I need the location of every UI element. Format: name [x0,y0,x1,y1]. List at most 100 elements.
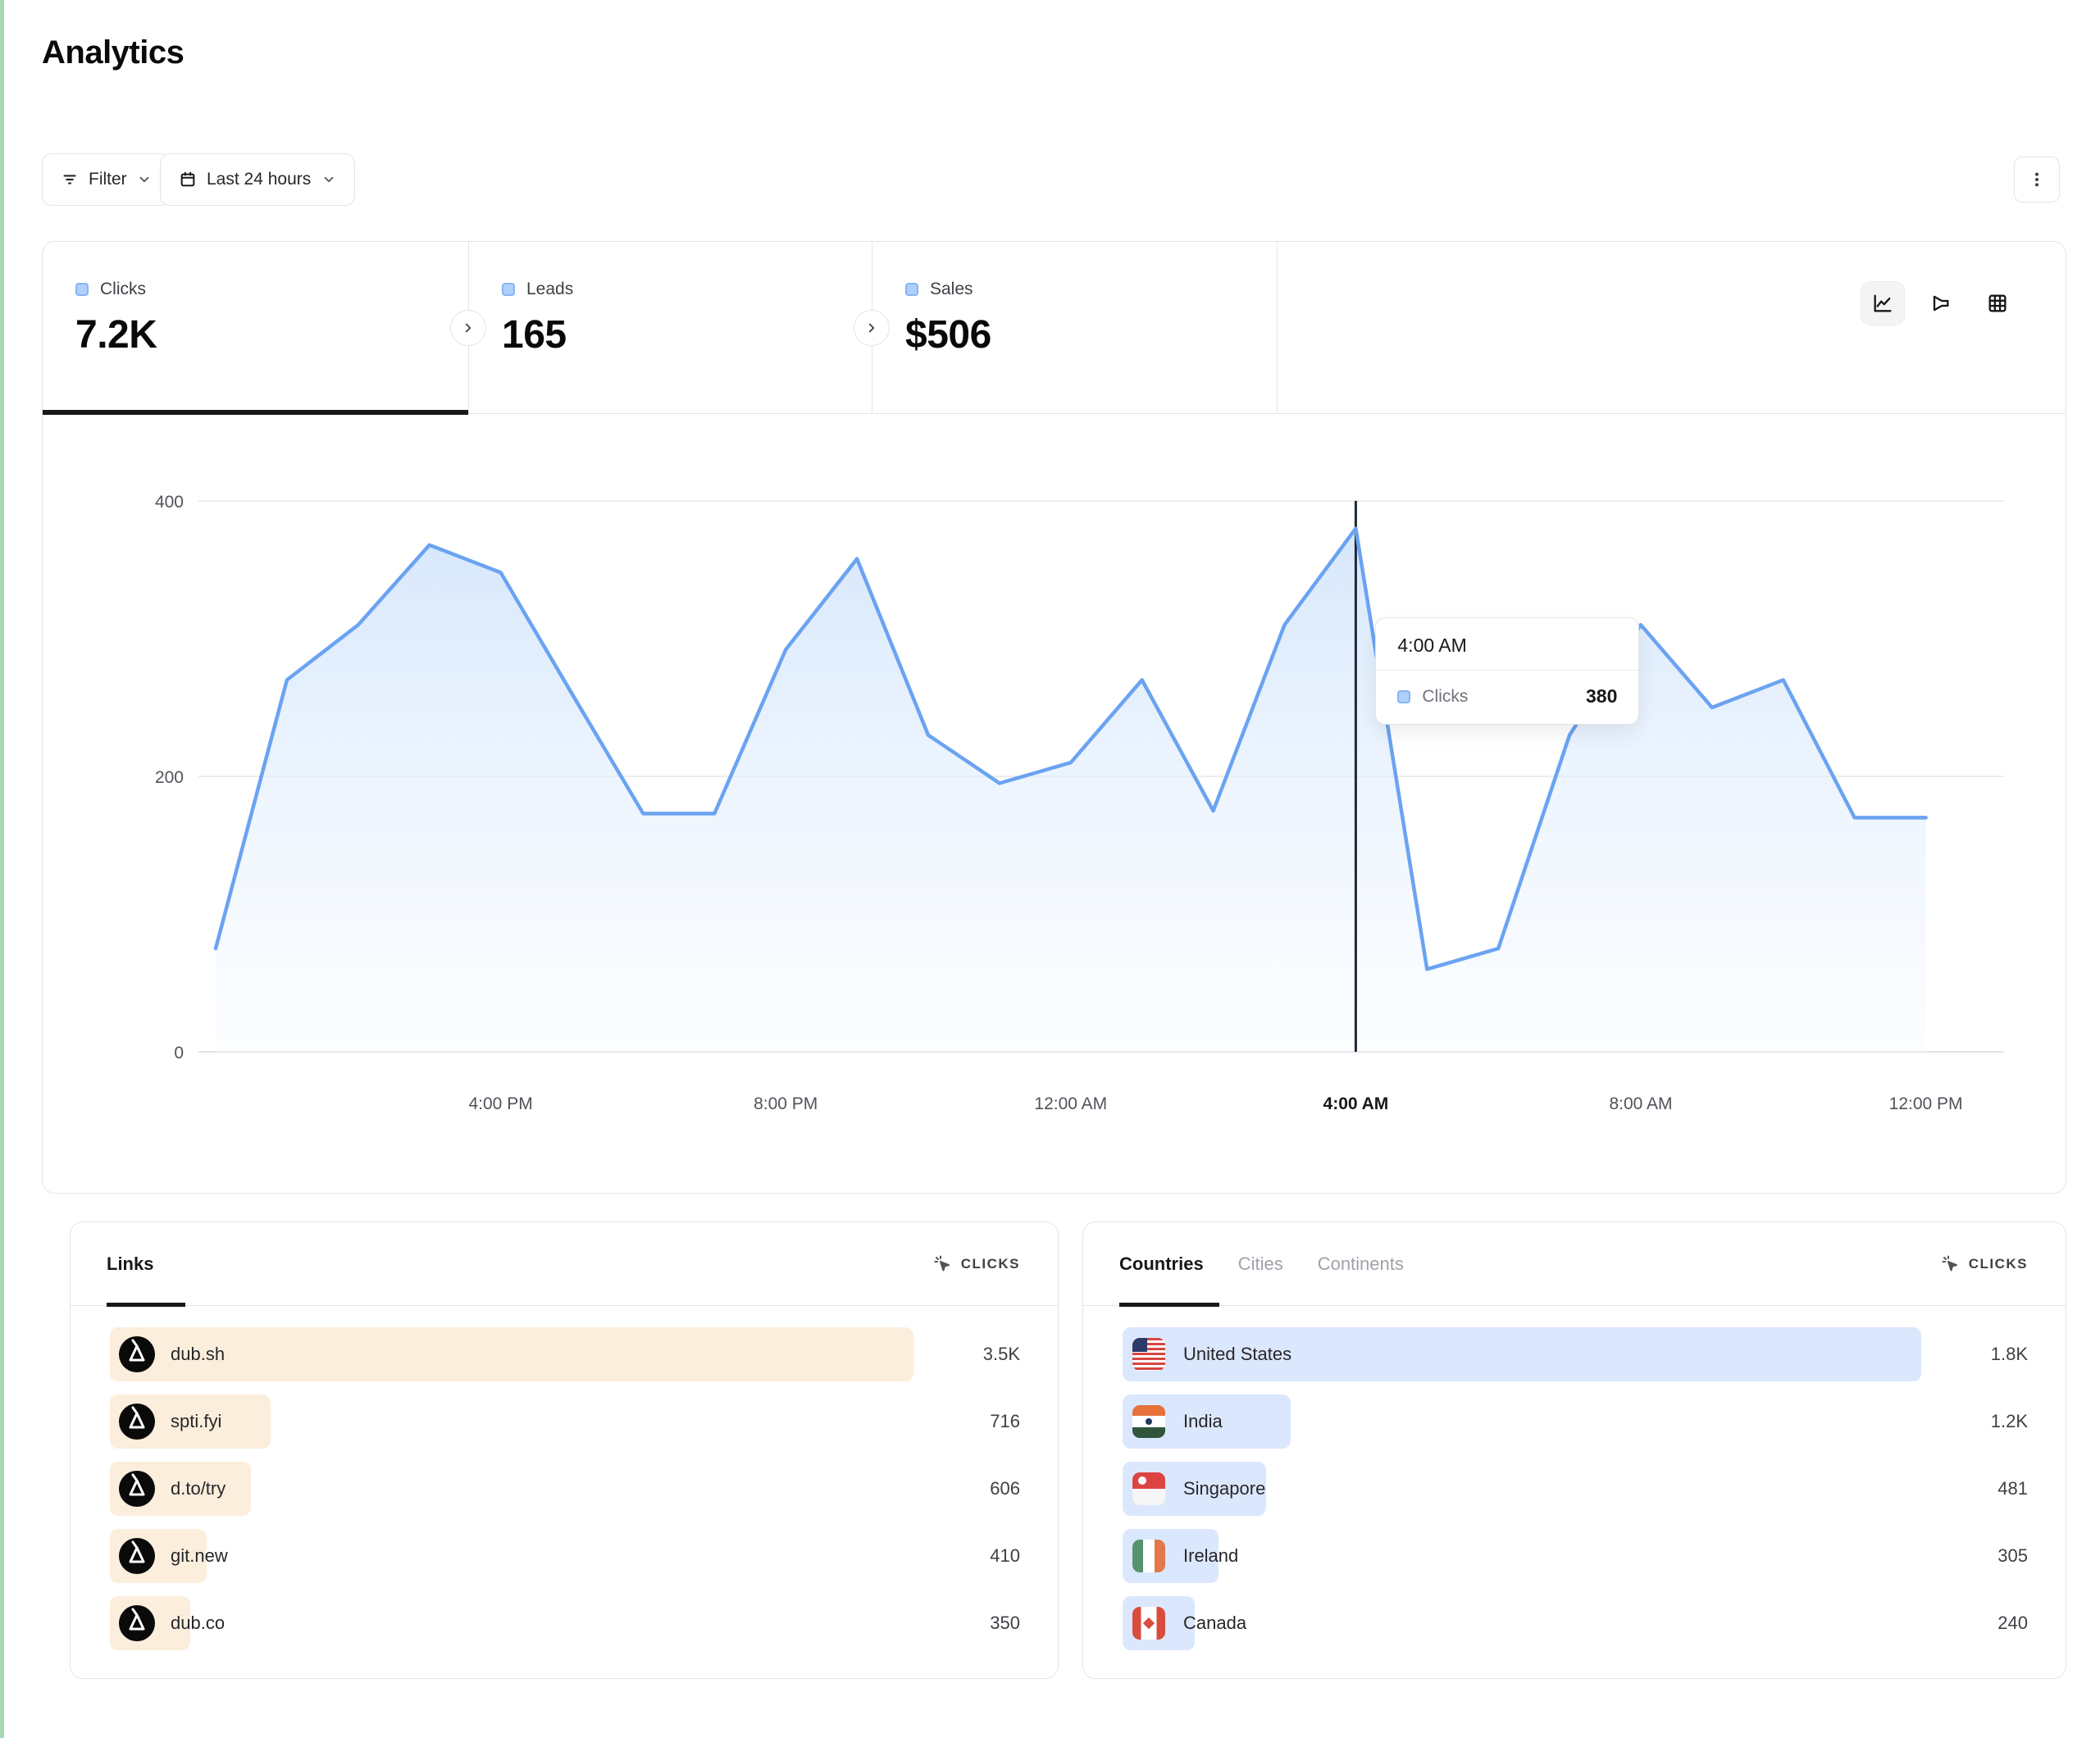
clicks-line [213,526,1928,971]
x-axis-label: 12:00 AM [1034,1094,1107,1113]
x-axis-label: 8:00 PM [754,1094,818,1113]
dub-logo-icon [119,1404,155,1440]
list-item[interactable]: git.new 410 [110,1529,1020,1583]
chevron-down-icon [321,172,336,187]
page-title: Analytics [42,34,184,71]
cursor-click-icon [933,1254,953,1274]
y-axis-label: 200 [155,768,184,787]
filter-icon [61,171,79,189]
sales-legend-marker [905,283,918,296]
list-item[interactable]: Ireland 305 [1123,1529,2028,1583]
item-label: d.to/try [171,1478,226,1499]
expand-leads-button[interactable] [854,310,890,346]
x-axis-label: 8:00 AM [1609,1094,1672,1113]
item-value: 305 [1998,1545,2028,1566]
stat-label: Leads [526,280,574,298]
links-metric-label: CLICKS [960,1255,1020,1272]
tooltip-time: 4:00 AM [1376,618,1639,671]
tooltip-series-label: Clicks [1422,686,1469,706]
item-label: Canada [1183,1613,1247,1633]
divider [1277,242,1278,414]
item-value: 410 [990,1545,1020,1566]
tab-links[interactable]: Links [107,1253,154,1274]
geo-metric-selector[interactable]: CLICKS [1941,1254,2028,1274]
filter-label: Filter [89,170,127,189]
chart-view-toggle [1861,281,2020,325]
list-item[interactable]: Canada 240 [1123,1596,2028,1650]
kebab-menu-icon [2028,171,2046,189]
geo-metric-label: CLICKS [1968,1255,2028,1272]
active-tab-underline [107,1303,185,1307]
tab-leads[interactable]: Leads 165 [469,242,872,414]
value-bar [110,1327,913,1381]
cursor-click-icon [1941,1254,1961,1274]
more-options-button[interactable] [2014,157,2060,202]
date-range-button[interactable]: Last 24 hours [160,153,355,206]
stat-label: Clicks [100,280,146,298]
date-range-label: Last 24 hours [207,170,312,189]
chevron-down-icon [137,172,152,187]
stat-value: $506 [905,313,991,357]
list-item[interactable]: spti.fyi 716 [110,1394,1020,1449]
flag-icon-us [1132,1338,1165,1371]
y-axis-label: 400 [155,493,184,512]
item-label: dub.co [171,1613,225,1633]
table-view-button[interactable] [1975,281,2020,325]
tab-clicks[interactable]: Clicks 7.2K [43,242,468,414]
item-value: 606 [990,1478,1020,1499]
item-value: 1.8K [1990,1344,2028,1364]
item-value: 716 [990,1411,1020,1431]
list-item[interactable]: d.to/try 606 [110,1462,1020,1516]
item-label: India [1183,1411,1223,1431]
y-axis-label: 0 [174,1044,184,1062]
list-item[interactable]: India 1.2K [1123,1394,2028,1449]
tab-cities[interactable]: Cities [1237,1253,1283,1274]
dub-logo-icon [119,1471,155,1507]
stat-value: 7.2K [75,313,157,357]
item-label: git.new [171,1545,228,1566]
active-tab-underline [1119,1303,1219,1307]
item-label: Ireland [1183,1545,1239,1566]
tab-countries[interactable]: Countries [1119,1253,1204,1274]
flag-icon-ca [1132,1607,1165,1640]
item-label: Singapore [1183,1478,1266,1499]
calendar-icon [179,171,197,189]
analytics-card: 0 200 400 4:00 PM 8:00 PM 12:00 AM 4:00 AM 8:00… [42,241,2066,1194]
stat-value: 165 [502,313,567,357]
area-fill [216,528,1926,1052]
active-tab-underline [43,410,468,415]
links-panel: Links CLICKS dub.sh 3.5K spti.fyi 716 d.to/t… [70,1222,1059,1679]
links-metric-selector[interactable]: CLICKS [933,1254,1020,1274]
tab-continents[interactable]: Continents [1317,1253,1404,1274]
expand-clicks-button[interactable] [450,310,486,346]
tooltip-value: 380 [1586,685,1618,707]
flag-icon-in [1132,1405,1165,1438]
dub-logo-icon [119,1605,155,1641]
screen-edge-accent [0,0,4,1738]
clicks-legend-marker [75,283,89,296]
line-chart-view-button[interactable] [1861,281,1905,325]
list-item[interactable]: Singapore 481 [1123,1462,2028,1516]
flag-icon-sg [1132,1472,1165,1505]
filter-button[interactable]: Filter [42,153,171,206]
item-value: 3.5K [982,1344,1020,1364]
leads-legend-marker [502,283,515,296]
list-item[interactable]: dub.co 350 [110,1596,1020,1650]
funnel-chart-view-button[interactable] [1918,281,1962,325]
item-label: United States [1183,1344,1292,1364]
dub-logo-icon [119,1538,155,1574]
list-item[interactable]: United States 1.8K [1123,1327,2028,1381]
item-value: 481 [1998,1478,2028,1499]
list-item[interactable]: dub.sh 3.5K [110,1327,1020,1381]
flag-icon-ie [1132,1540,1165,1572]
stats-header: Clicks 7.2K Leads 165 Sales $506 [43,242,2066,415]
chart-tooltip: 4:00 AM Clicks 380 [1375,617,1640,725]
item-value: 240 [1998,1613,2028,1633]
item-label: spti.fyi [171,1411,222,1431]
geo-panel: Countries Cities Continents CLICKS Unite… [1082,1222,2066,1679]
item-value: 350 [990,1613,1020,1633]
x-axis-label: 12:00 PM [1889,1094,1963,1113]
x-axis-label: 4:00 AM [1323,1094,1389,1113]
tab-sales[interactable]: Sales $506 [872,242,1277,414]
x-axis-label: 4:00 PM [468,1094,532,1113]
